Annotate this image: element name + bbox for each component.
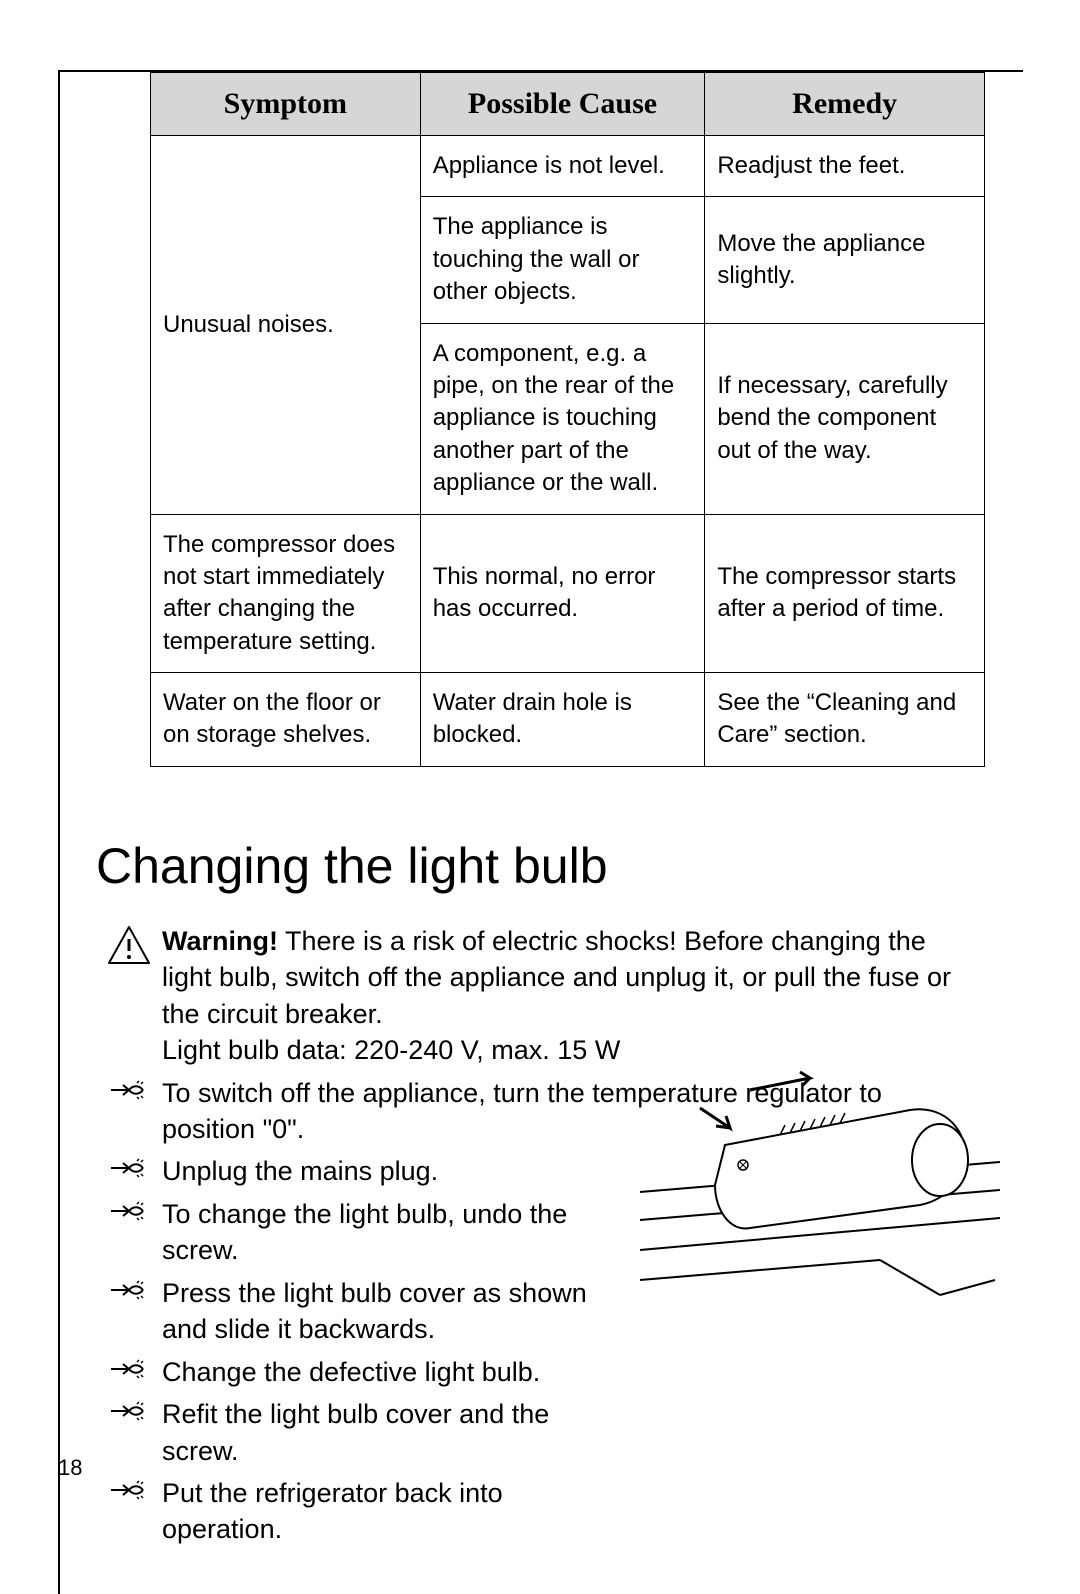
step-text: Press the light bulb cover as shown and … [162,1275,622,1348]
hand-icon [96,1475,162,1503]
troubleshooting-table: Symptom Possible Cause Remedy Unusual no… [150,72,985,767]
hand-icon [96,1354,162,1382]
warning-block: Warning! There is a risk of electric sho… [96,923,976,1069]
cell-cause: Appliance is not level. [420,136,705,197]
cell-cause: A component, e.g. a pipe, on the rear of… [420,323,705,514]
cell-cause: Water drain hole is blocked. [420,673,705,767]
cell-cause: This normal, no error has occurred. [420,514,705,673]
cell-symptom: The compressor does not start immediatel… [151,514,421,673]
step-row: Put the refrigerator back into operation… [96,1475,976,1548]
bulb-cover-illustration [630,1050,1020,1310]
table-header-remedy: Remedy [705,73,985,136]
warning-icon [96,923,162,965]
table-row: Water on the floor or on storage shelves… [151,673,985,767]
cell-cause: The appliance is touching the wall or ot… [420,197,705,323]
step-row: Change the defective light bulb. [96,1354,976,1390]
hand-icon [96,1396,162,1424]
cell-remedy: See the “Cleaning and Care” section. [705,673,985,767]
page-number: 18 [58,1455,82,1481]
step-text: Put the refrigerator back into operation… [162,1475,622,1548]
table-header-cause: Possible Cause [420,73,705,136]
warning-text: Warning! There is a risk of electric sho… [162,923,976,1069]
warning-body: There is a risk of electric shocks! Befo… [162,926,951,1029]
cell-symptom: Unusual noises. [151,136,421,515]
cell-remedy: Readjust the feet. [705,136,985,197]
hand-icon [96,1196,162,1224]
step-row: Refit the light bulb cover and the screw… [96,1396,976,1469]
table-header-symptom: Symptom [151,73,421,136]
page-frame: Symptom Possible Cause Remedy Unusual no… [58,70,1023,1594]
hand-icon [96,1153,162,1181]
cell-symptom: Water on the floor or on storage shelves… [151,673,421,767]
table-header-row: Symptom Possible Cause Remedy [151,73,985,136]
cell-remedy: The compressor starts after a period of … [705,514,985,673]
step-text: To change the light bulb, undo the screw… [162,1196,622,1269]
hand-icon [96,1075,162,1103]
step-text: Change the defective light bulb. [162,1354,622,1390]
step-text: Refit the light bulb cover and the screw… [162,1396,622,1469]
hand-icon [96,1275,162,1303]
cell-remedy: If necessary, carefully bend the compone… [705,323,985,514]
table-row: The compressor does not start immediatel… [151,514,985,673]
section-heading: Changing the light bulb [96,837,1023,895]
warning-label: Warning! [162,926,278,956]
cell-remedy: Move the appliance slightly. [705,197,985,323]
table-row: Unusual noises. Appliance is not level. … [151,136,985,197]
